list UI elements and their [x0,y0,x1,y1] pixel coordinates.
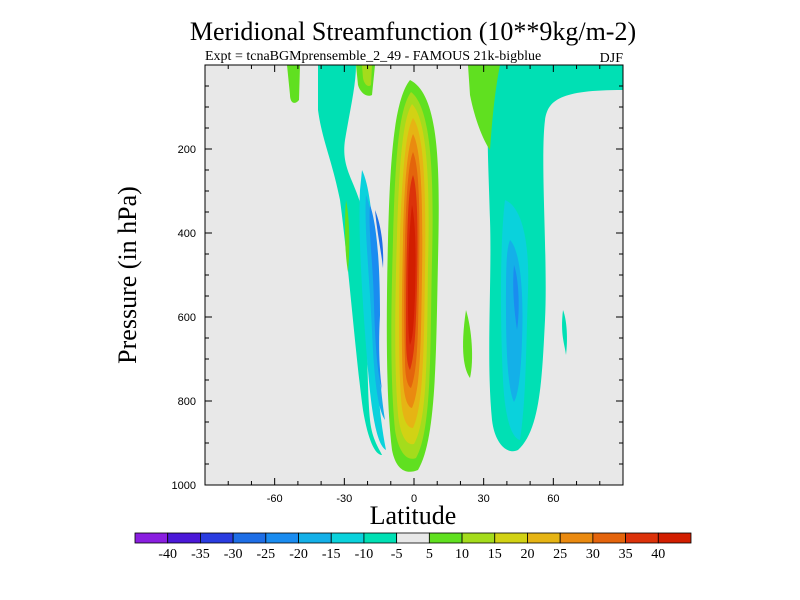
colorbar-label: -40 [158,547,177,562]
season-label: DJF [600,51,624,66]
contour-green-topleft [287,65,300,103]
colorbar-label: -20 [289,547,308,562]
colorbar-label: 15 [488,547,502,562]
contour-sh-minus5 [318,65,382,455]
y-tick-label: 1000 [172,480,196,492]
colorbar-swatch [363,532,398,544]
contour-pos-40 [408,205,416,345]
colorbar-label: 35 [619,547,633,562]
x-tick-label: -60 [267,493,283,505]
colorbar-swatch [134,532,169,544]
colorbar-swatch [200,532,234,544]
x-tick-label: -30 [336,493,352,505]
colorbar-swatch [396,532,430,544]
colorbar-swatch [167,532,201,544]
colorbar-swatch [330,532,365,544]
x-axis: -60 -30 0 30 60 [204,65,624,505]
colorbar-label: 5 [426,547,433,562]
x-tick-label: 0 [411,493,417,505]
contour-sh-minus25 [375,210,384,268]
colorbar-label: 40 [651,547,665,562]
y-tick-label: 600 [178,312,196,324]
y-tick-label: 200 [178,144,196,156]
colorbar-swatch [527,532,561,544]
contour-green-nh [468,65,500,150]
colorbar-swatch [625,532,659,544]
colorbar-label: -35 [191,547,210,562]
colorbar-label: -30 [224,547,243,562]
colorbar-swatch [592,532,626,544]
colorbar-label: -15 [322,547,341,562]
colorbar-label: 30 [586,547,600,562]
colorbar-label: -10 [355,547,374,562]
colorbar-label: 20 [520,547,534,562]
y-tick-label: 400 [178,228,196,240]
contour-sh-minus20 [369,205,382,390]
x-tick-label: 60 [547,493,559,505]
colorbar-swatch [428,532,463,544]
contour-nh-minus15 [506,240,523,402]
colorbar-swatch [494,532,528,544]
colorbar-swatch [461,532,496,544]
contour-green-left [344,200,350,272]
colorbar-label: -25 [256,547,275,562]
colorbar-label: 10 [455,547,469,562]
contour-green-nh2 [463,310,473,378]
colorbar-label: 25 [553,547,567,562]
colorbar-swatch [657,532,692,544]
x-tick-label: 30 [478,493,490,505]
y-axis: 200 400 600 800 1000 [172,64,623,492]
contour-green-top-yellow [362,65,372,87]
x-axis-title: Latitude [370,501,457,530]
chart-title: Meridional Streamfunction (10**9kg/m-2) [190,17,636,46]
contour-nh-minus20 [513,265,519,330]
colorbar: -40 -35 -30 -25 -20 -15 -10 -5 5 10 15 20 25 30 35 40 [134,532,692,562]
y-tick-label: 800 [178,396,196,408]
colorbar-swatch [232,532,267,544]
colorbar-swatch [298,532,332,544]
colorbar-swatch [265,532,299,544]
contour-nh-small [562,310,567,355]
contour-field [287,65,623,472]
colorbar-swatch [559,532,594,544]
y-axis-title: Pressure (in hPa) [113,186,142,364]
colorbar-label: -5 [391,547,403,562]
chart-subtitle: Expt = tcnaBGMprensemble_2_49 - FAMOUS 2… [205,49,541,64]
